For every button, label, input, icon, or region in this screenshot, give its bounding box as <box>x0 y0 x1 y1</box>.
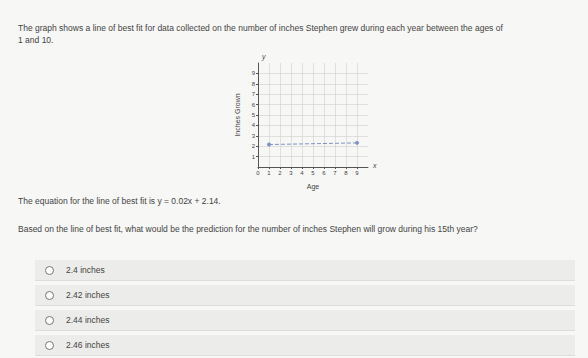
html-text:The equation for the line of b: The equation for the line of best fit is… <box>18 196 221 206</box>
svg-text:0: 0 <box>256 170 260 176</box>
svg-text:7: 7 <box>333 170 337 176</box>
svg-text:1: 1 <box>252 154 256 160</box>
svg-text:Age: Age <box>307 183 320 191</box>
svg-text:2: 2 <box>278 170 282 176</box>
svg-text:6: 6 <box>322 170 326 176</box>
svg-text:9: 9 <box>355 170 359 176</box>
svg-text:3: 3 <box>289 170 293 176</box>
svg-text:5: 5 <box>252 112 256 118</box>
svg-text:9: 9 <box>252 70 256 76</box>
html-text:1 and 10.: 1 and 10. <box>18 35 54 45</box>
html-text:2.44 inches: 2.44 inches <box>66 315 110 325</box>
svg-text:4: 4 <box>300 170 304 176</box>
html-text:Based on the line of best fit,: Based on the line of best fit, what woul… <box>18 224 478 234</box>
svg-text:4: 4 <box>252 122 256 128</box>
html-text:The graph shows a line of best: The graph shows a line of best fit for d… <box>18 23 503 33</box>
html-text:2.42 inches: 2.42 inches <box>66 290 110 300</box>
html-text:2.46 inches: 2.46 inches <box>66 340 110 350</box>
svg-text:Inches Grown: Inches Grown <box>234 93 241 136</box>
svg-text:8: 8 <box>252 81 256 87</box>
html-text:2.4 inches: 2.4 inches <box>66 265 105 275</box>
svg-text:6: 6 <box>252 102 256 108</box>
svg-text:7: 7 <box>252 91 256 97</box>
svg-text:3: 3 <box>252 133 256 139</box>
html-text:x: x <box>373 162 377 169</box>
html-text:y: y <box>262 53 266 60</box>
svg-text:1: 1 <box>267 170 271 176</box>
svg-text:2: 2 <box>252 143 256 149</box>
svg-text:8: 8 <box>344 170 348 176</box>
svg-text:5: 5 <box>311 170 315 176</box>
